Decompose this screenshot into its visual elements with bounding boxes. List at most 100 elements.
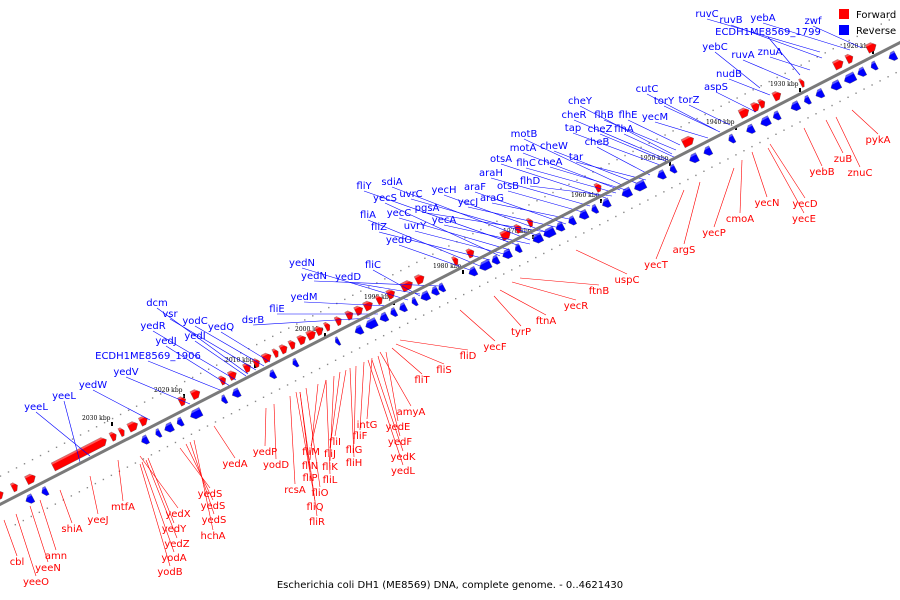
reverse-gene-arrow[interactable]: [758, 115, 772, 129]
forward-gene-arrow[interactable]: [513, 222, 523, 234]
reverse-gene-label[interactable]: fliY: [356, 181, 372, 192]
reverse-gene-arrow[interactable]: [409, 296, 419, 307]
forward-gene-label[interactable]: cmoA: [726, 214, 754, 225]
forward-gene-label[interactable]: zuB: [834, 154, 853, 165]
reverse-gene-label[interactable]: cheZ: [588, 124, 613, 135]
reverse-gene-arrow[interactable]: [397, 302, 408, 313]
forward-gene-label[interactable]: yodB: [157, 567, 182, 578]
forward-gene-arrow[interactable]: [362, 299, 375, 312]
reverse-gene-arrow[interactable]: [802, 94, 812, 106]
forward-gene-arrow[interactable]: [323, 321, 332, 332]
forward-gene-arrow[interactable]: [499, 228, 513, 242]
reverse-gene-label[interactable]: pgsA: [415, 203, 440, 214]
forward-gene-label[interactable]: yedA: [222, 459, 247, 470]
reverse-gene-label[interactable]: yedD: [335, 272, 361, 283]
forward-gene-label[interactable]: yedF: [388, 437, 412, 448]
reverse-gene-label[interactable]: tar: [569, 152, 584, 163]
forward-gene-label[interactable]: yodD: [263, 460, 289, 471]
forward-gene-label[interactable]: yedL: [391, 466, 415, 477]
forward-gene-label[interactable]: cbl: [10, 557, 25, 568]
reverse-gene-label[interactable]: fliA: [360, 210, 376, 221]
reverse-gene-arrow[interactable]: [553, 221, 566, 234]
reverse-gene-label[interactable]: dsrB: [242, 315, 265, 326]
forward-gene-arrow[interactable]: [680, 134, 696, 148]
reverse-gene-arrow[interactable]: [771, 110, 782, 122]
forward-gene-label[interactable]: znuC: [848, 168, 873, 179]
forward-gene-arrow[interactable]: [108, 430, 118, 442]
reverse-gene-arrow[interactable]: [566, 215, 577, 227]
reverse-gene-label[interactable]: vsr: [162, 309, 178, 320]
reverse-gene-label[interactable]: fliE: [269, 304, 284, 315]
forward-gene-label[interactable]: yecR: [564, 301, 589, 312]
forward-gene-arrow[interactable]: [0, 488, 5, 501]
reverse-gene-label[interactable]: yebC: [702, 42, 727, 53]
reverse-gene-label[interactable]: cheW: [540, 141, 568, 152]
reverse-gene-label[interactable]: yedJ: [155, 336, 176, 347]
forward-gene-arrow[interactable]: [864, 40, 878, 54]
forward-gene-label[interactable]: intG: [357, 420, 378, 431]
reverse-gene-label[interactable]: fliC: [365, 260, 381, 271]
forward-gene-label[interactable]: yeeJ: [87, 515, 108, 526]
forward-gene-label[interactable]: rcsA: [284, 485, 306, 496]
reverse-gene-label[interactable]: znuA: [758, 47, 783, 58]
forward-gene-arrow[interactable]: [465, 247, 476, 259]
reverse-gene-label[interactable]: cheY: [568, 96, 593, 107]
forward-gene-label[interactable]: yecE: [792, 214, 816, 225]
reverse-gene-label[interactable]: ruvA: [731, 50, 754, 61]
forward-gene-arrow[interactable]: [126, 419, 140, 433]
forward-gene-label[interactable]: uspC: [615, 275, 640, 286]
forward-gene-label[interactable]: yeeO: [23, 577, 49, 588]
forward-gene-label[interactable]: yeeN: [35, 563, 61, 574]
reverse-gene-label[interactable]: araH: [479, 168, 503, 179]
reverse-gene-arrow[interactable]: [363, 317, 379, 330]
reverse-gene-label[interactable]: fliZ: [371, 222, 387, 233]
reverse-gene-arrow[interactable]: [726, 133, 737, 145]
forward-gene-label[interactable]: mtfA: [111, 502, 135, 513]
reverse-gene-label[interactable]: motA: [510, 143, 537, 154]
reverse-gene-arrow[interactable]: [687, 152, 700, 165]
reverse-gene-label[interactable]: yedO: [386, 235, 412, 246]
forward-gene-label[interactable]: fliQ: [307, 502, 324, 513]
reverse-gene-label[interactable]: yedN: [289, 258, 315, 269]
forward-gene-label[interactable]: fliK: [322, 462, 338, 473]
forward-gene-arrow[interactable]: [227, 368, 238, 381]
reverse-gene-arrow[interactable]: [842, 71, 858, 85]
reverse-gene-arrow[interactable]: [701, 145, 714, 158]
forward-gene-label[interactable]: argS: [673, 245, 696, 256]
forward-gene-arrow[interactable]: [844, 52, 855, 64]
reverse-gene-label[interactable]: cutC: [636, 84, 659, 95]
reverse-gene-label[interactable]: otsA: [490, 154, 512, 165]
reverse-gene-label[interactable]: yecH: [431, 185, 456, 196]
reverse-gene-arrow[interactable]: [352, 324, 365, 337]
forward-gene-arrow[interactable]: [287, 338, 297, 350]
forward-gene-label[interactable]: yecD: [792, 199, 818, 210]
reverse-gene-label[interactable]: uvrC: [399, 189, 422, 200]
reverse-gene-arrow[interactable]: [655, 169, 667, 181]
forward-gene-arrow[interactable]: [374, 294, 384, 306]
reverse-gene-label[interactable]: ruvC: [695, 9, 718, 20]
reverse-gene-label[interactable]: yodC: [182, 316, 207, 327]
forward-gene-label[interactable]: ftnA: [536, 316, 557, 327]
forward-gene-arrow[interactable]: [218, 374, 227, 386]
forward-gene-label[interactable]: fliR: [309, 517, 325, 528]
forward-gene-arrow[interactable]: [333, 315, 343, 327]
reverse-gene-label[interactable]: sdiA: [381, 177, 402, 188]
forward-gene-arrow[interactable]: [353, 304, 365, 317]
reverse-gene-arrow[interactable]: [632, 179, 648, 193]
forward-gene-arrow[interactable]: [9, 481, 19, 493]
forward-gene-arrow[interactable]: [50, 435, 108, 472]
reverse-gene-arrow[interactable]: [388, 307, 399, 318]
forward-gene-label[interactable]: fliP: [302, 473, 317, 484]
reverse-gene-label[interactable]: yedR: [140, 321, 165, 332]
forward-gene-label[interactable]: fliD: [460, 351, 477, 362]
reverse-gene-label[interactable]: yedW: [79, 380, 107, 391]
reverse-gene-arrow[interactable]: [744, 123, 756, 136]
reverse-gene-arrow[interactable]: [589, 203, 600, 215]
forward-gene-arrow[interactable]: [117, 426, 127, 437]
forward-gene-label[interactable]: yedP: [253, 447, 277, 458]
forward-gene-label[interactable]: yedZ: [164, 539, 189, 550]
forward-gene-label[interactable]: fliJ: [324, 449, 336, 460]
forward-gene-arrow[interactable]: [314, 324, 324, 337]
reverse-gene-label[interactable]: torY: [654, 96, 675, 107]
forward-gene-label[interactable]: yedS: [201, 501, 226, 512]
